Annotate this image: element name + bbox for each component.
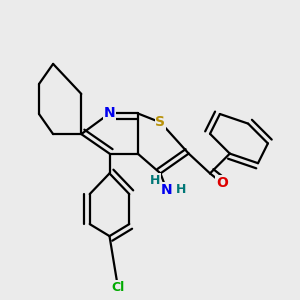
- Text: H: H: [150, 173, 160, 187]
- Text: N: N: [161, 183, 172, 196]
- Text: H: H: [176, 183, 186, 196]
- Text: Cl: Cl: [111, 280, 124, 294]
- Text: S: S: [155, 116, 166, 129]
- Text: N: N: [104, 106, 115, 120]
- Text: O: O: [216, 176, 228, 190]
